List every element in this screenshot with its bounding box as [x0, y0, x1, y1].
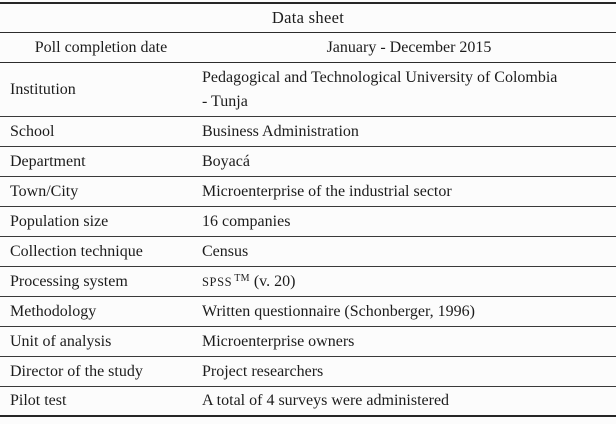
table-row-collection-technique: Collection technique Census [0, 237, 616, 267]
header-label: Poll completion date [34, 38, 168, 56]
row-label: Unit of analysis [10, 332, 112, 350]
table-row-unit-of-analysis: Unit of analysis Microenterprise owners [0, 327, 616, 357]
table-row-processing-system: Processing system SPSS TM (v. 20) [0, 267, 616, 297]
row-value: Boyacá [202, 152, 250, 170]
row-label: Processing system [10, 272, 128, 290]
row-value-text: Pedagogical and Technological University… [202, 68, 558, 110]
table-header-row: Poll completion date January - December … [0, 33, 616, 63]
table-row-institution: Institution Pedagogical and Technologica… [0, 63, 616, 117]
row-label: Collection technique [10, 242, 143, 260]
row-label: Institution [10, 80, 76, 98]
row-value: SPSS TM (v. 20) [202, 273, 616, 291]
table-row-pilot-test: Pilot test A total of 4 surveys were adm… [0, 387, 616, 417]
data-sheet-table: Data sheet Poll completion date January … [0, 2, 616, 417]
row-value: Project researchers [202, 362, 324, 380]
table-title: Data sheet [271, 8, 345, 27]
row-label: Pilot test [10, 392, 67, 409]
table-row-director: Director of the study Project researcher… [0, 357, 616, 387]
row-value: Census [202, 242, 249, 260]
row-value: Microenterprise of the industrial sector [202, 182, 452, 200]
header-value: January - December 2015 [326, 38, 492, 56]
row-label: Town/City [10, 182, 79, 200]
table-row-department: Department Boyacá [0, 147, 616, 177]
table-title-row: Data sheet [0, 4, 616, 33]
row-label: School [10, 122, 55, 140]
row-label: Population size [10, 212, 109, 230]
row-value: 16 companies [202, 212, 291, 230]
table-row-town-city: Town/City Microenterprise of the industr… [0, 177, 616, 207]
row-label: Department [10, 152, 86, 170]
row-value: Business Administration [202, 122, 359, 140]
row-value: Written questionnaire (Schonberger, 1996… [202, 302, 476, 320]
row-value: A total of 4 surveys were administered [202, 392, 450, 409]
row-value: Microenterprise owners [202, 332, 355, 350]
row-label: Methodology [10, 302, 97, 320]
row-value: Pedagogical and Technological University… [202, 66, 616, 114]
spss-version: (v. 20) [253, 272, 296, 290]
row-label: Director of the study [10, 362, 143, 380]
trademark-superscript: TM [234, 272, 250, 284]
table-row-school: School Business Administration [0, 117, 616, 147]
table-row-methodology: Methodology Written questionnaire (Schon… [0, 297, 616, 327]
table-row-population-size: Population size 16 companies [0, 207, 616, 237]
spss-name: SPSS [202, 274, 233, 289]
